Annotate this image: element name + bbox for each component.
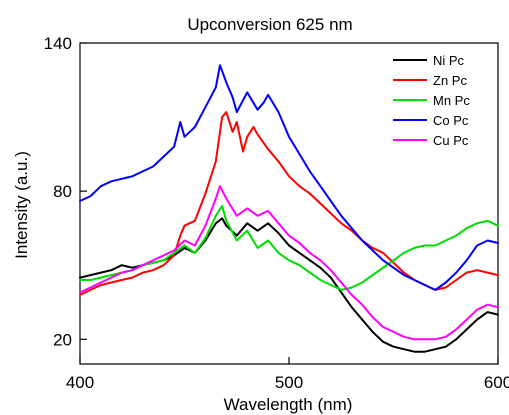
plot-area xyxy=(79,42,499,365)
plot-frame xyxy=(79,42,499,365)
series-layer xyxy=(79,64,499,353)
legend: Ni Pc Zn Pc Mn Pc Co Pc Cu Pc xyxy=(393,53,470,148)
x-tick-label: 400 xyxy=(66,373,94,392)
legend-label: Zn Pc xyxy=(433,73,467,88)
legend-label: Ni Pc xyxy=(433,53,465,68)
legend-label: Mn Pc xyxy=(433,93,470,108)
series-line-ni-pc xyxy=(79,217,499,353)
y-tick-label: 80 xyxy=(53,182,72,201)
y-axis-label: Intensity (a.u.) xyxy=(12,151,31,259)
x-axis-label: Wavelength (nm) xyxy=(224,395,353,414)
legend-label: Cu Pc xyxy=(433,133,469,148)
series-line-co-pc xyxy=(79,64,499,291)
chart-title: Upconversion 625 nm xyxy=(187,15,352,34)
y-tick-label: 140 xyxy=(44,34,72,53)
x-tick-label: 500 xyxy=(275,373,303,392)
y-tick-label: 20 xyxy=(53,330,72,349)
series-line-cu-pc xyxy=(79,185,499,341)
ticks-layer: 400 500 600 20 80 140 xyxy=(44,34,509,392)
legend-label: Co Pc xyxy=(433,113,469,128)
series-line-mn-pc xyxy=(79,205,499,291)
x-tick-label: 600 xyxy=(484,373,509,392)
